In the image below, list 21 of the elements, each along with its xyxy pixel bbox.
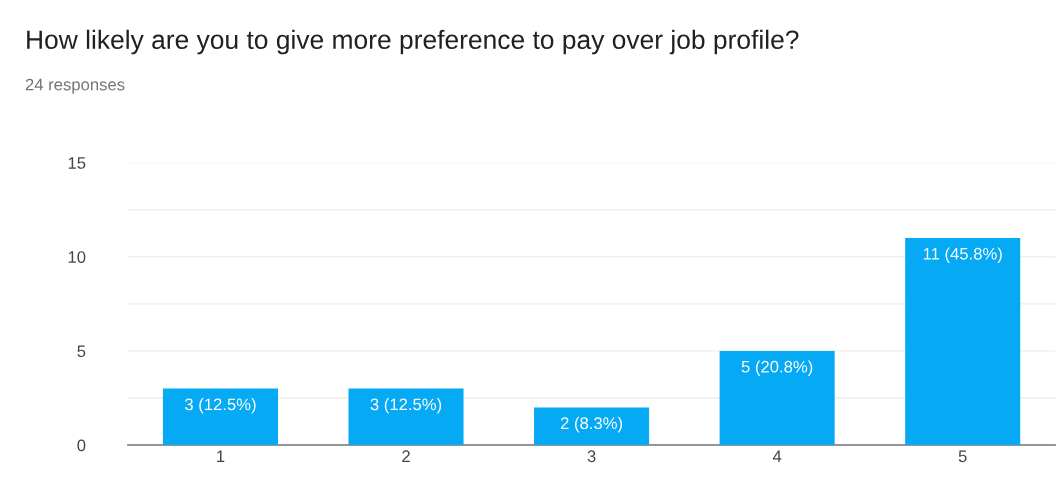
x-tick-label: 4 bbox=[772, 450, 782, 462]
bar bbox=[162, 388, 278, 446]
bar bbox=[905, 237, 1021, 446]
y-tick-label: 5 bbox=[77, 345, 86, 358]
x-tick-label: 1 bbox=[217, 450, 225, 462]
x-tick-label: 3 bbox=[587, 450, 596, 463]
bar bbox=[348, 388, 464, 446]
chart-title: How likely are you to give more preference to pay over job profile? bbox=[27, 29, 799, 55]
x-tick-label: 5 bbox=[958, 450, 967, 463]
bar bbox=[719, 350, 835, 446]
bar bbox=[534, 407, 650, 446]
x-tick-label: 2 bbox=[402, 450, 410, 462]
data-label: 2 (8.3%) bbox=[560, 416, 623, 433]
data-label: 3 (12.5%) bbox=[370, 398, 442, 414]
y-tick-label: 10 bbox=[68, 251, 86, 263]
data-label: 5 (20.8%) bbox=[741, 360, 813, 376]
chart-subtitle: 24 responses bbox=[25, 78, 125, 94]
data-label: 11 (45.8%) bbox=[923, 247, 1002, 263]
data-label: 3 (12.5%) bbox=[184, 398, 256, 414]
y-tick-label: 0 bbox=[77, 439, 86, 452]
y-tick-label: 15 bbox=[68, 157, 86, 169]
